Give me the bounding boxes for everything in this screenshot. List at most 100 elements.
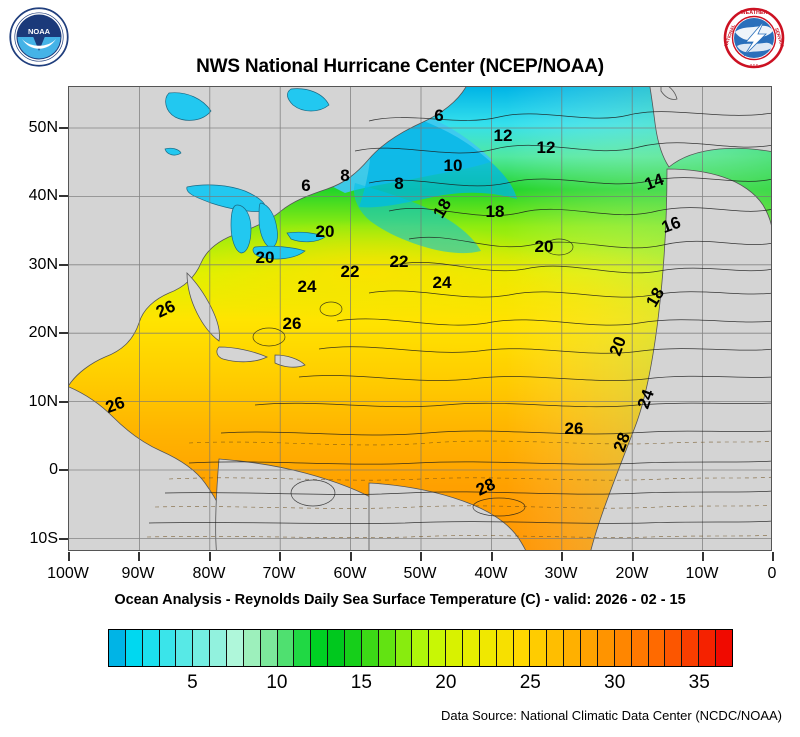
x-tick-mark-90W bbox=[138, 552, 140, 561]
colorbar-cell bbox=[378, 630, 396, 666]
colorbar-cell bbox=[412, 630, 430, 666]
contour-value-label: 22 bbox=[341, 262, 360, 281]
contour-value-label: 20 bbox=[316, 222, 335, 241]
colorbar-cell bbox=[260, 630, 278, 666]
noaa-logo: NOAA bbox=[8, 6, 70, 68]
y-tick-mark-40N bbox=[59, 195, 68, 197]
map-caption: Ocean Analysis - Reynolds Daily Sea Surf… bbox=[114, 592, 686, 608]
x-tick-label-0: 0 bbox=[767, 565, 777, 582]
contour-value-label: 26 bbox=[283, 314, 302, 333]
contour-value-label: 20 bbox=[256, 248, 275, 267]
contour-value-label: 18 bbox=[486, 202, 505, 221]
temperature-colorbar[interactable] bbox=[108, 629, 733, 667]
colorbar-cell bbox=[345, 630, 362, 666]
contour-value-label: 8 bbox=[340, 166, 349, 185]
y-tick-label-0: 0 bbox=[49, 461, 58, 478]
y-tick-label-40N: 40N bbox=[28, 187, 58, 204]
colorbar-cell bbox=[479, 630, 497, 666]
colorbar-cell bbox=[395, 630, 413, 666]
colorbar-cell bbox=[294, 630, 312, 666]
svg-text:NOAA: NOAA bbox=[28, 27, 51, 36]
x-tick-mark-60W bbox=[350, 552, 352, 561]
y-tick-label-50N: 50N bbox=[28, 119, 58, 136]
colorbar-cell bbox=[496, 630, 514, 666]
y-tick-label-10N: 10N bbox=[28, 393, 58, 410]
x-tick-mark-10W bbox=[702, 552, 704, 561]
svg-text:SERVICE: SERVICE bbox=[774, 27, 785, 48]
y-tick-label-20N: 20N bbox=[28, 324, 58, 341]
colorbar-cell bbox=[631, 630, 649, 666]
x-tick-label-60W: 60W bbox=[333, 565, 367, 582]
y-tick-label-30N: 30N bbox=[28, 256, 58, 273]
colorbar-tick-label: 30 bbox=[604, 672, 626, 693]
sst-map-plot[interactable]: 6 12 12 10 8 6 8 14 18 18 16 20 20 20 22 22 24 24 18 26 26 20… bbox=[68, 86, 772, 551]
contour-value-label: 26 bbox=[565, 419, 584, 438]
contour-value-label: 8 bbox=[394, 174, 403, 193]
colorbar-cell bbox=[227, 630, 244, 666]
colorbar-cell bbox=[429, 630, 447, 666]
colorbar-cell bbox=[682, 630, 700, 666]
x-tick-mark-0 bbox=[772, 552, 774, 561]
x-tick-mark-80W bbox=[209, 552, 211, 561]
x-tick-label-70W: 70W bbox=[262, 565, 296, 582]
x-tick-mark-20W bbox=[632, 552, 634, 561]
colorbar-cell bbox=[361, 630, 379, 666]
colorbar-cell bbox=[176, 630, 194, 666]
colorbar-cell bbox=[142, 630, 160, 666]
colorbar-cell bbox=[715, 630, 732, 666]
colorbar-cell bbox=[530, 630, 548, 666]
colorbar-cell bbox=[311, 630, 329, 666]
colorbar-cell bbox=[614, 630, 632, 666]
contour-value-label: 6 bbox=[434, 106, 443, 125]
contour-value-label: 10 bbox=[444, 156, 463, 175]
colorbar-tick-label: 20 bbox=[435, 672, 457, 693]
svg-text:WEATHER: WEATHER bbox=[741, 10, 768, 16]
contour-value-label: 22 bbox=[390, 252, 409, 271]
colorbar-tick-label: 5 bbox=[187, 672, 198, 693]
colorbar-cell bbox=[463, 630, 480, 666]
colorbar-tick-label: 25 bbox=[519, 672, 541, 693]
y-tick-mark-10S bbox=[59, 538, 68, 540]
x-tick-label-80W: 80W bbox=[192, 565, 226, 582]
x-tick-label-100W: 100W bbox=[47, 565, 89, 582]
contour-value-label: 20 bbox=[535, 237, 554, 256]
colorbar-cell bbox=[109, 630, 126, 666]
colorbar-cell bbox=[277, 630, 295, 666]
y-tick-mark-50N bbox=[59, 127, 68, 129]
page-title: NWS National Hurricane Center (NCEP/NOAA… bbox=[196, 56, 604, 77]
colorbar-tick-labels: 5 10 15 20 25 30 35 bbox=[0, 672, 800, 698]
y-tick-mark-10N bbox=[59, 401, 68, 403]
nws-logo: WEATHER NATIONAL SERVICE • • • bbox=[722, 6, 786, 70]
svg-text:• • •: • • • bbox=[750, 63, 758, 68]
y-tick-mark-20N bbox=[59, 332, 68, 334]
x-tick-label-30W: 30W bbox=[544, 565, 578, 582]
colorbar-cell bbox=[243, 630, 261, 666]
y-tick-label-10S: 10S bbox=[29, 530, 58, 547]
x-tick-label-20W: 20W bbox=[615, 565, 649, 582]
y-tick-mark-0 bbox=[59, 469, 68, 471]
x-tick-mark-50W bbox=[420, 552, 422, 561]
colorbar-cell bbox=[328, 630, 346, 666]
x-tick-mark-30W bbox=[561, 552, 563, 561]
x-tick-label-40W: 40W bbox=[474, 565, 508, 582]
x-tick-label-10W: 10W bbox=[685, 565, 719, 582]
colorbar-cell bbox=[597, 630, 615, 666]
colorbar-cell bbox=[210, 630, 228, 666]
colorbar-cell bbox=[564, 630, 582, 666]
colorbar-cell bbox=[581, 630, 598, 666]
contour-value-label: 6 bbox=[301, 176, 310, 195]
x-tick-mark-100W bbox=[68, 552, 70, 561]
colorbar-cell bbox=[159, 630, 177, 666]
x-tick-mark-40W bbox=[491, 552, 493, 561]
contour-value-label: 12 bbox=[494, 126, 513, 145]
colorbar-cell bbox=[665, 630, 683, 666]
contour-value-label: 12 bbox=[537, 138, 556, 157]
data-source-note: Data Source: National Climatic Data Cent… bbox=[441, 708, 782, 723]
colorbar-cell bbox=[513, 630, 531, 666]
colorbar-cell bbox=[446, 630, 464, 666]
colorbar-tick-label: 15 bbox=[350, 672, 372, 693]
x-tick-label-50W: 50W bbox=[403, 565, 437, 582]
colorbar-tick-label: 10 bbox=[266, 672, 288, 693]
x-tick-label-90W: 90W bbox=[121, 565, 155, 582]
